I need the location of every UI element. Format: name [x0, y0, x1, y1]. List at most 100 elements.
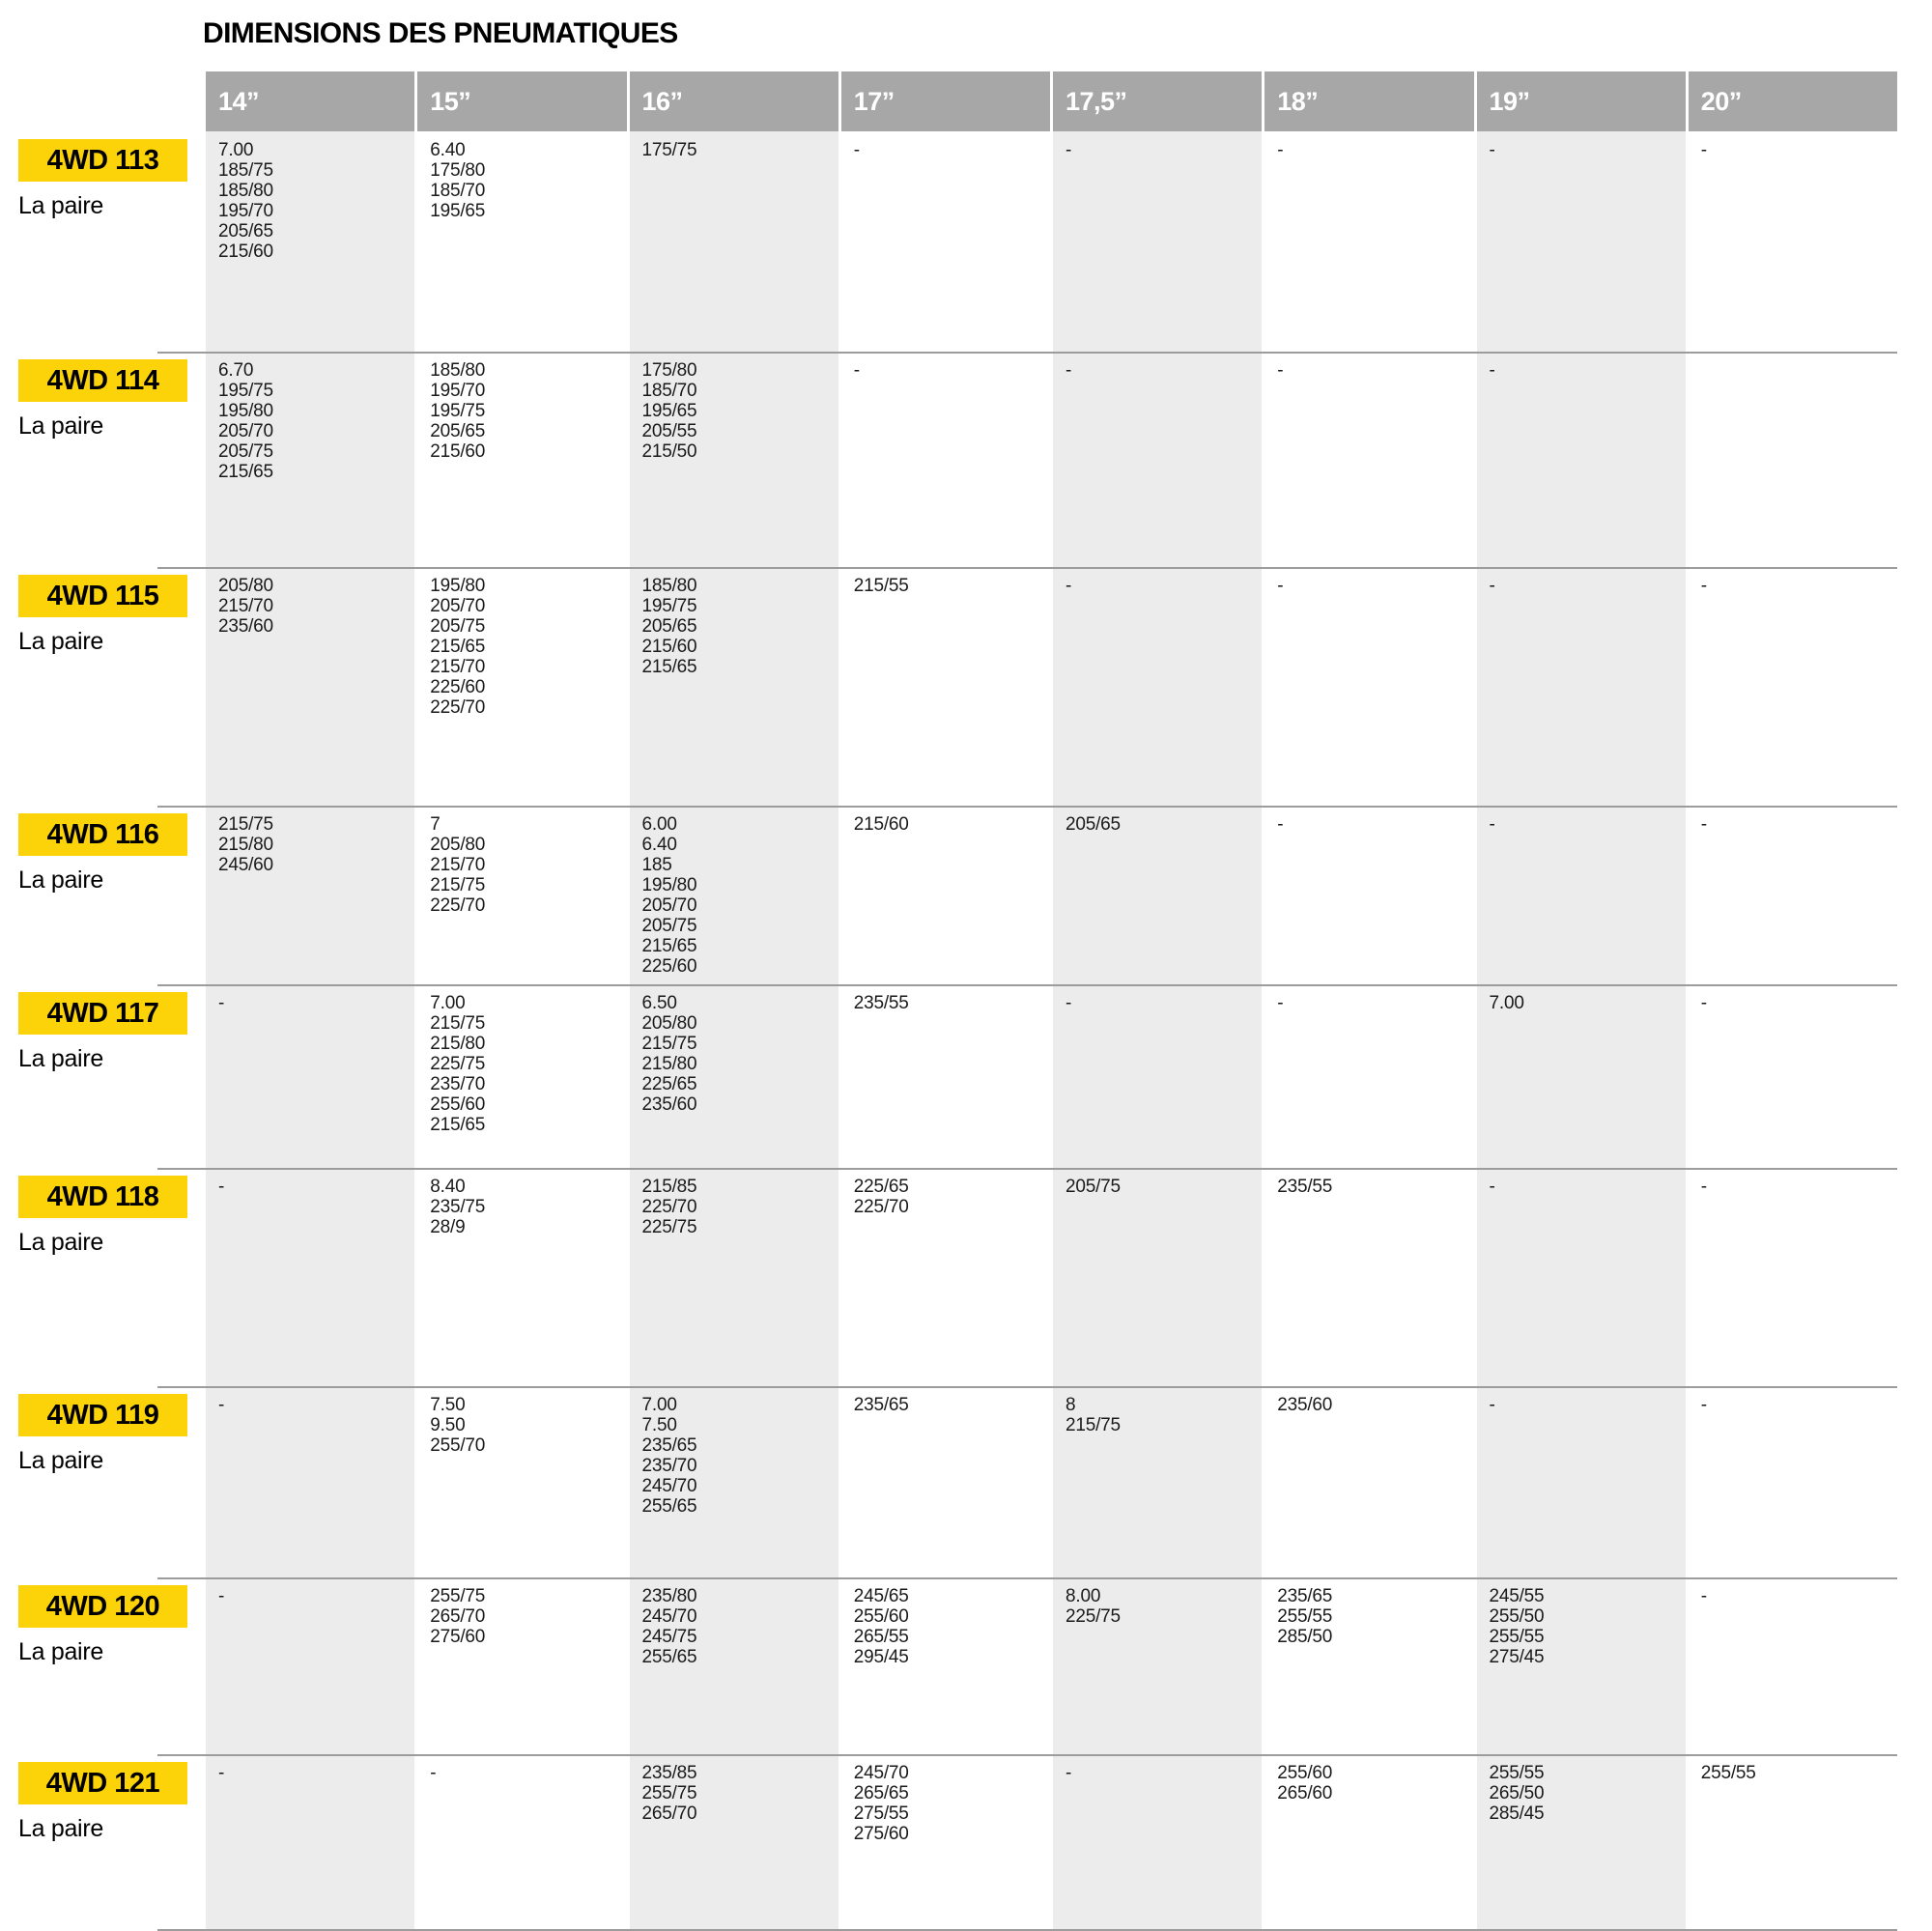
tyre-sizes-cell: 7.00 185/75 185/80 195/70 205/65 215/60	[206, 131, 415, 352]
tyre-sizes-cell: -	[1700, 993, 1707, 1013]
tyre-sizes-cell: 235/65	[853, 1395, 909, 1415]
tyre-sizes-cell: -	[1053, 567, 1263, 806]
tyre-sizes-cell: -	[1476, 352, 1686, 567]
tyre-sizes-cell: 215/55	[853, 576, 909, 596]
table-row: 4WD 116 La paire 215/75 215/80 245/60 7 205…	[0, 806, 1897, 984]
model-badge: 4WD 117	[18, 992, 187, 1035]
pack-label: La paire	[18, 1229, 103, 1256]
tyre-sizes-cell: -	[1476, 1386, 1686, 1577]
tyre-sizes-cell: -	[1700, 576, 1707, 596]
table-row: 4WD 114 La paire 6.70 195/75 195/80 205/70…	[0, 352, 1897, 567]
tyre-sizes-cell: 175/75	[629, 131, 838, 352]
tyre-sizes-cell: 8.40 235/75 28/9	[430, 1177, 486, 1237]
tyre-sizes-cell: -	[853, 140, 860, 160]
tyre-sizes-cell: 195/80 205/70 205/75 215/65 215/70 225/6…	[430, 576, 486, 718]
tyre-sizes-cell: -	[1476, 1168, 1686, 1386]
column-header-14in: 14”	[206, 71, 415, 131]
tyre-sizes-cell: 8 215/75	[1053, 1386, 1263, 1577]
model-badge: 4WD 115	[18, 575, 187, 617]
tyre-sizes-cell: 175/80 185/70 195/65 205/55 215/50	[629, 352, 838, 567]
tyre-sizes-cell: -	[1053, 131, 1263, 352]
table-header-row: 14” 15” 16” 17” 17,5” 18” 19” 20”	[0, 71, 1897, 131]
pack-label: La paire	[18, 628, 103, 655]
tyre-sizes-cell: 235/55	[853, 993, 909, 1013]
tyre-sizes-cell: -	[1700, 1177, 1707, 1197]
row-label: 4WD 115 La paire	[0, 567, 203, 806]
pack-label: La paire	[18, 192, 103, 219]
column-header-17in: 17”	[840, 71, 1050, 131]
pack-label: La paire	[18, 1447, 103, 1474]
row-label: 4WD 118 La paire	[0, 1168, 203, 1386]
tyre-sizes-cell: 255/60 265/60	[1277, 1763, 1333, 1803]
table-body: 4WD 113 La paire 7.00 185/75 185/80 195/70…	[0, 131, 1932, 1929]
row-label: 4WD 114 La paire	[0, 352, 203, 567]
tyre-sizes-cell: 235/55	[1277, 1177, 1333, 1197]
pack-label: La paire	[18, 866, 103, 894]
tyre-sizes-cell: 215/85 225/70 225/75	[629, 1168, 838, 1386]
tyre-sizes-cell: -	[1053, 984, 1263, 1168]
tyre-sizes-cell: -	[1277, 814, 1284, 835]
tyre-sizes-cell: 205/80 215/70 235/60	[206, 567, 415, 806]
tyre-sizes-cell: 225/65 225/70	[853, 1177, 909, 1217]
tyre-sizes-cell: 235/85 255/75 265/70	[629, 1754, 838, 1929]
pack-label: La paire	[18, 1815, 103, 1842]
tyre-sizes-cell: -	[1476, 806, 1686, 984]
tyre-sizes-cell: -	[1700, 814, 1707, 835]
tyre-sizes-cell: -	[430, 1763, 437, 1783]
column-header-19in: 19”	[1476, 71, 1686, 131]
tyre-sizes-cell: -	[206, 1754, 415, 1929]
tyre-sizes-cell: -	[1476, 131, 1686, 352]
model-badge: 4WD 113	[18, 139, 187, 182]
tyre-sizes-cell: -	[1277, 993, 1284, 1013]
column-header-17-5in: 17,5”	[1053, 71, 1263, 131]
tyre-sizes-cell: 6.40 175/80 185/70 195/65	[430, 140, 486, 221]
tyre-sizes-cell: -	[1700, 1395, 1707, 1415]
tyre-sizes-cell: -	[1277, 360, 1284, 381]
model-badge: 4WD 118	[18, 1176, 187, 1218]
tyre-sizes-cell: 235/60	[1277, 1395, 1333, 1415]
pack-label: La paire	[18, 1045, 103, 1072]
tyre-sizes-cell: -	[206, 1386, 415, 1577]
tyre-sizes-cell: 235/65 255/55 285/50	[1277, 1586, 1333, 1647]
tyre-sizes-cell: 255/55	[1700, 1763, 1756, 1783]
row-label: 4WD 121 La paire	[0, 1754, 203, 1929]
tyre-sizes-cell: -	[1277, 140, 1284, 160]
tyre-sizes-cell: -	[1700, 140, 1707, 160]
tyre-sizes-cell: 7.00 215/75 215/80 225/75 235/70 255/60 …	[430, 993, 486, 1135]
column-header-18in: 18”	[1264, 71, 1474, 131]
tyre-sizes-cell: -	[1277, 576, 1284, 596]
tyre-sizes-cell: -	[206, 1168, 415, 1386]
tyre-sizes-cell: -	[1700, 1586, 1707, 1606]
page-title: DIMENSIONS DES PNEUMATIQUES	[203, 17, 678, 49]
tyre-sizes-cell: 6.50 205/80 215/75 215/80 225/65 235/60	[629, 984, 838, 1168]
row-label: 4WD 116 La paire	[0, 806, 203, 984]
column-header-15in: 15”	[417, 71, 627, 131]
tyre-sizes-cell: 7 205/80 215/70 215/75 225/70	[430, 814, 486, 916]
table-row: 4WD 118 La paire -8.40 235/75 28/9 215/85 2…	[0, 1168, 1897, 1386]
table-row: 4WD 115 La paire 205/80 215/70 235/60 195/8…	[0, 567, 1897, 806]
table-row: 4WD 117 La paire - 7.00 215/75 215/80 225/7…	[0, 984, 1897, 1168]
tyre-sizes-cell: -	[853, 360, 860, 381]
tyre-sizes-cell: 255/75 265/70 275/60	[430, 1586, 486, 1647]
tyre-sizes-cell: 205/75	[1053, 1168, 1263, 1386]
model-badge: 4WD 119	[18, 1394, 187, 1436]
row-label: 4WD 113 La paire	[0, 131, 203, 352]
tyre-sizes-cell: 235/80 245/70 245/75 255/65	[629, 1577, 838, 1754]
pack-label: La paire	[18, 1638, 103, 1665]
tyre-sizes-cell: -	[1476, 567, 1686, 806]
table-row: 4WD 120 La paire -255/75 265/70 275/60 235/…	[0, 1577, 1897, 1754]
tyre-sizes-cell: 245/55 255/50 255/55 275/45	[1476, 1577, 1686, 1754]
tyre-dimensions-table: 14” 15” 16” 17” 17,5” 18” 19” 20” 4WD 113 La pai…	[0, 71, 1932, 1931]
row-label: 4WD 119 La paire	[0, 1386, 203, 1577]
tyre-sizes-cell: -	[1053, 1754, 1263, 1929]
tyre-sizes-cell: 245/65 255/60 265/55 295/45	[853, 1586, 909, 1667]
column-header-20in: 20”	[1688, 71, 1897, 131]
tyre-sizes-cell: -	[206, 1577, 415, 1754]
model-badge: 4WD 120	[18, 1585, 187, 1628]
tyre-sizes-cell: 6.00 6.40 185 195/80 205/70 205/75 215/6…	[629, 806, 838, 984]
tyre-sizes-cell: 255/55 265/50 285/45	[1476, 1754, 1686, 1929]
tyre-sizes-cell: 215/75 215/80 245/60	[206, 806, 415, 984]
tyre-sizes-cell: 245/70 265/65 275/55 275/60	[853, 1763, 909, 1844]
tyre-sizes-cell: 215/60	[853, 814, 909, 835]
